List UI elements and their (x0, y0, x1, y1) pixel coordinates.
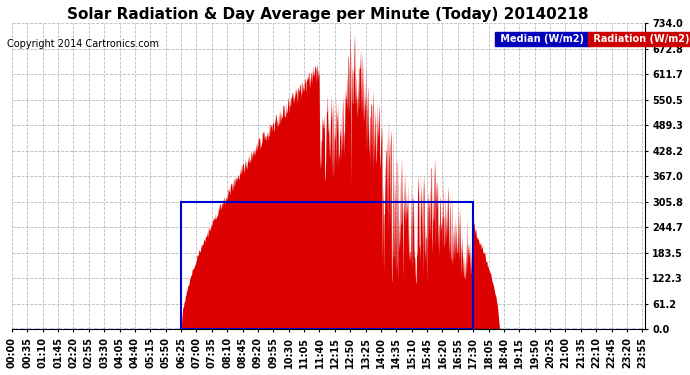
Text: Median (W/m2): Median (W/m2) (497, 34, 587, 44)
Bar (181, 202, 473, 329)
Text: Radiation (W/m2): Radiation (W/m2) (590, 34, 690, 44)
Text: Copyright 2014 Cartronics.com: Copyright 2014 Cartronics.com (7, 39, 159, 50)
Title: Solar Radiation & Day Average per Minute (Today) 20140218: Solar Radiation & Day Average per Minute… (68, 7, 589, 22)
